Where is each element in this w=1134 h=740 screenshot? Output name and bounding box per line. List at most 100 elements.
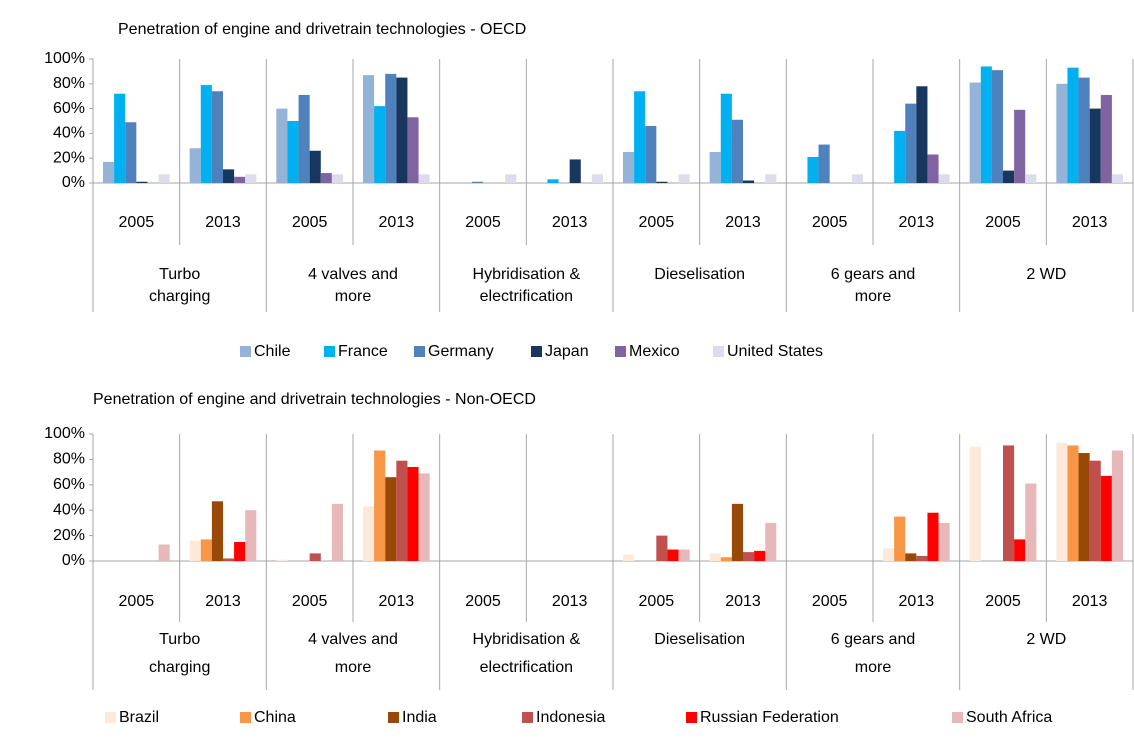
bar xyxy=(1014,109,1026,183)
bar xyxy=(331,503,343,561)
group-label: charging xyxy=(149,288,210,305)
bar xyxy=(1100,475,1112,561)
bar xyxy=(1014,539,1026,561)
group-label: 6 gears and xyxy=(831,631,916,648)
legend-label: China xyxy=(254,709,296,726)
bar xyxy=(200,85,212,183)
bar xyxy=(1089,460,1101,561)
x-tick-label: 2013 xyxy=(899,214,935,231)
bar xyxy=(591,174,603,183)
bar xyxy=(276,108,288,183)
bar xyxy=(818,144,830,183)
legend-label: United States xyxy=(727,343,823,360)
bar xyxy=(189,148,201,183)
bar xyxy=(894,516,906,561)
bar xyxy=(656,535,668,561)
x-tick-label: 2013 xyxy=(205,593,241,610)
bar xyxy=(916,86,928,183)
group-label: electrification xyxy=(480,659,573,676)
x-tick-label: 2013 xyxy=(552,593,588,610)
y-tick-label: 80% xyxy=(53,75,85,92)
x-tick-label: 2005 xyxy=(292,214,328,231)
x-tick-label: 2005 xyxy=(119,214,155,231)
legend-swatch xyxy=(531,346,542,357)
legend-swatch xyxy=(388,712,399,723)
y-tick-label: 40% xyxy=(53,125,85,142)
group-label: more xyxy=(335,659,372,676)
bar xyxy=(720,93,732,183)
bar xyxy=(136,181,148,183)
legend-label: Brazil xyxy=(119,709,159,726)
bar xyxy=(709,152,721,183)
bar xyxy=(938,174,950,183)
bar xyxy=(709,553,721,561)
bar xyxy=(569,159,581,183)
x-tick-label: 2005 xyxy=(292,593,328,610)
bar xyxy=(656,181,668,183)
x-tick-label: 2005 xyxy=(465,593,501,610)
bar xyxy=(623,554,635,561)
bar xyxy=(407,467,419,561)
bar xyxy=(287,121,299,183)
group-label: 4 valves and xyxy=(308,631,398,648)
bar xyxy=(916,555,928,561)
bar xyxy=(309,553,321,561)
x-tick-label: 2005 xyxy=(985,593,1021,610)
bar xyxy=(720,557,732,561)
bar xyxy=(1056,83,1068,183)
bar xyxy=(1089,108,1101,183)
bar xyxy=(807,156,819,183)
bar xyxy=(396,77,408,183)
bar xyxy=(363,75,375,183)
bar xyxy=(211,501,223,561)
x-tick-label: 2013 xyxy=(205,214,241,231)
bar xyxy=(765,522,777,561)
bar xyxy=(678,174,690,183)
bar xyxy=(547,179,559,183)
legend-swatch xyxy=(240,712,251,723)
x-tick-label: 2005 xyxy=(119,593,155,610)
bar xyxy=(223,169,235,183)
bar xyxy=(969,82,981,183)
bar xyxy=(158,174,170,183)
legend-label: France xyxy=(338,343,388,360)
group-label: Dieselisation xyxy=(654,631,745,648)
legend-swatch xyxy=(414,346,425,357)
bar xyxy=(938,522,950,561)
bar xyxy=(667,549,679,561)
y-tick-label: 20% xyxy=(53,149,85,166)
bar xyxy=(1003,170,1015,183)
bar xyxy=(1111,174,1123,183)
bar xyxy=(374,450,386,561)
y-tick-label: 60% xyxy=(53,476,85,493)
bar xyxy=(331,174,343,183)
bar xyxy=(471,181,483,183)
bar xyxy=(189,540,201,561)
legend-swatch xyxy=(686,712,697,723)
bar xyxy=(634,91,646,183)
bar xyxy=(505,174,517,183)
bar xyxy=(1100,94,1112,183)
x-tick-label: 2013 xyxy=(725,214,761,231)
group-label: Dieselisation xyxy=(654,266,745,283)
bar xyxy=(623,152,635,183)
x-tick-label: 2005 xyxy=(465,214,501,231)
bar xyxy=(883,548,895,561)
group-label: Hybridisation & xyxy=(473,266,581,283)
group-label: 2 WD xyxy=(1026,266,1066,283)
bar xyxy=(927,512,939,561)
x-tick-label: 2013 xyxy=(552,214,588,231)
bar xyxy=(731,119,743,183)
group-label: 2 WD xyxy=(1026,631,1066,648)
y-tick-label: 40% xyxy=(53,501,85,518)
bar xyxy=(114,93,126,183)
bar xyxy=(1025,174,1037,183)
bar xyxy=(645,125,657,183)
bar xyxy=(234,176,246,183)
legend-swatch xyxy=(324,346,335,357)
y-tick-label: 0% xyxy=(62,174,85,191)
bar xyxy=(731,503,743,561)
x-tick-label: 2005 xyxy=(639,214,675,231)
bar xyxy=(743,180,755,183)
